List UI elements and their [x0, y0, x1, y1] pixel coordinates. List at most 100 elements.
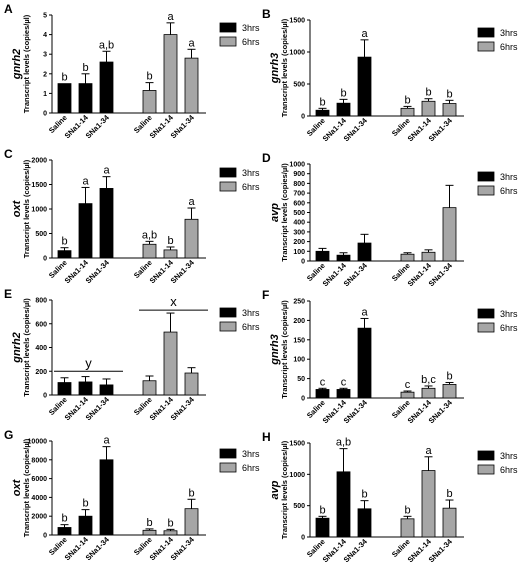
- category-label: SNa1-34: [427, 260, 455, 288]
- bar-6hrs-saline: [400, 518, 415, 538]
- category-label: SNa1-34: [427, 536, 455, 564]
- y-tick-label: 1500: [289, 18, 305, 25]
- significance-label: b: [61, 513, 67, 525]
- bar-3hrs-sna1-14: [336, 471, 351, 538]
- y-tick-label: 5: [43, 13, 47, 20]
- category-label: SNa1-34: [427, 115, 455, 143]
- gene-label: oxt: [11, 478, 23, 496]
- legend-label: 3hrs: [500, 172, 518, 182]
- y-tick-label: 2000: [31, 158, 47, 165]
- significance-label: a: [103, 435, 110, 447]
- y-tick-label: 6000: [31, 476, 47, 483]
- y-tick-label: 100: [293, 357, 305, 364]
- gene-label: avp: [269, 480, 281, 499]
- bar-6hrs-saline: [400, 391, 415, 399]
- significance-label: b: [146, 517, 152, 529]
- gene-label: gnrh2: [11, 49, 23, 81]
- legend-label: 6hrs: [242, 37, 260, 47]
- significance-label: b: [404, 504, 410, 516]
- legend-label: 6hrs: [500, 42, 518, 52]
- legend-swatch: [477, 450, 495, 461]
- panel-letter: H: [262, 430, 271, 444]
- bar-3hrs-sna1-34: [99, 459, 114, 536]
- category-label: SNa1-34: [169, 257, 197, 285]
- bar-6hrs-sna1-14: [163, 34, 178, 114]
- bar-3hrs-sna1-34: [357, 56, 372, 117]
- bar-6hrs-sna1-14: [421, 470, 436, 538]
- bar-3hrs-saline: [57, 527, 72, 536]
- y-tick-label: 1000: [289, 50, 305, 57]
- legend-label: 6hrs: [242, 182, 260, 192]
- bar-3hrs-sna1-14: [336, 102, 351, 117]
- gene-label: gnrh3: [269, 334, 281, 366]
- significance-label: b: [319, 96, 325, 108]
- y-tick-label: 300: [293, 229, 305, 236]
- category-label: SNa1-34: [84, 257, 112, 285]
- legend-swatch: [477, 41, 495, 52]
- category-label: SNa1-34: [427, 397, 455, 425]
- bar-6hrs-sna1-14: [421, 251, 436, 262]
- y-tick-label: 3: [43, 52, 47, 59]
- y-axis-label: Transcript levels (copies/µl): [22, 159, 31, 258]
- y-tick-label: 500: [293, 503, 305, 510]
- y-tick-label: 1000: [31, 207, 47, 214]
- y-tick-label: 0: [43, 393, 47, 400]
- bar-6hrs-sna1-34: [442, 207, 457, 262]
- bar-3hrs-sna1-34: [357, 508, 372, 538]
- y-tick-label: 0: [43, 256, 47, 263]
- y-tick-label: 0: [43, 533, 47, 540]
- y-tick-label: 600: [35, 321, 47, 328]
- bar-6hrs-sna1-14: [163, 249, 178, 259]
- panel-letter: B: [262, 7, 271, 21]
- y-axis-label: Transcript levels (copies/µl): [280, 163, 289, 262]
- bar-6hrs-saline: [142, 529, 157, 536]
- legend-swatch: [477, 308, 495, 319]
- gene-label: gnrh2: [11, 332, 23, 364]
- y-axis-label: Transcript levels (copies/µl): [22, 298, 31, 397]
- panel-letter: D: [262, 151, 271, 165]
- category-label: SNa1-34: [342, 260, 370, 288]
- y-tick-label: 200: [293, 318, 305, 325]
- bar-3hrs-saline: [315, 109, 330, 117]
- y-tick-label: 50: [297, 376, 305, 383]
- y-tick-label: 600: [293, 200, 305, 207]
- significance-label: a: [188, 37, 195, 49]
- bar-3hrs-sna1-34: [357, 242, 372, 262]
- y-tick-label: 10000: [28, 439, 48, 446]
- bar-6hrs-sna1-34: [184, 57, 199, 114]
- significance-label: a: [188, 196, 195, 208]
- legend-swatch: [477, 464, 495, 475]
- legend-label: 3hrs: [242, 168, 260, 178]
- significance-label: b: [61, 72, 67, 84]
- bar-6hrs-sna1-34: [442, 103, 457, 117]
- legend-swatch: [219, 36, 237, 47]
- bar-3hrs-saline: [315, 389, 330, 399]
- y-axis-label: Transcript levels (copies/µl): [280, 18, 289, 117]
- y-tick-label: 4000: [31, 495, 47, 502]
- y-tick-label: 1000: [289, 162, 305, 169]
- significance-label: b: [446, 488, 452, 500]
- category-label: SNa1-34: [84, 534, 112, 562]
- gene-label: gnrh3: [269, 53, 281, 85]
- significance-label: a: [361, 28, 368, 40]
- bar-3hrs-saline: [57, 382, 72, 396]
- significance-label: a: [167, 11, 174, 23]
- legend-swatch: [219, 167, 237, 178]
- bar-6hrs-sna1-34: [184, 372, 199, 396]
- bar-3hrs-sna1-14: [336, 254, 351, 262]
- significance-label: b: [146, 71, 152, 83]
- significance-label: a: [425, 445, 432, 457]
- legend-label: 6hrs: [242, 322, 260, 332]
- legend-swatch: [219, 307, 237, 318]
- legend-swatch: [477, 185, 495, 196]
- bar-3hrs-sna1-14: [78, 381, 93, 396]
- significance-label: b: [61, 236, 67, 248]
- significance-label: b: [188, 487, 194, 499]
- y-tick-label: 0: [301, 114, 305, 121]
- legend-label: 6hrs: [500, 186, 518, 196]
- significance-label: b,c: [421, 374, 436, 386]
